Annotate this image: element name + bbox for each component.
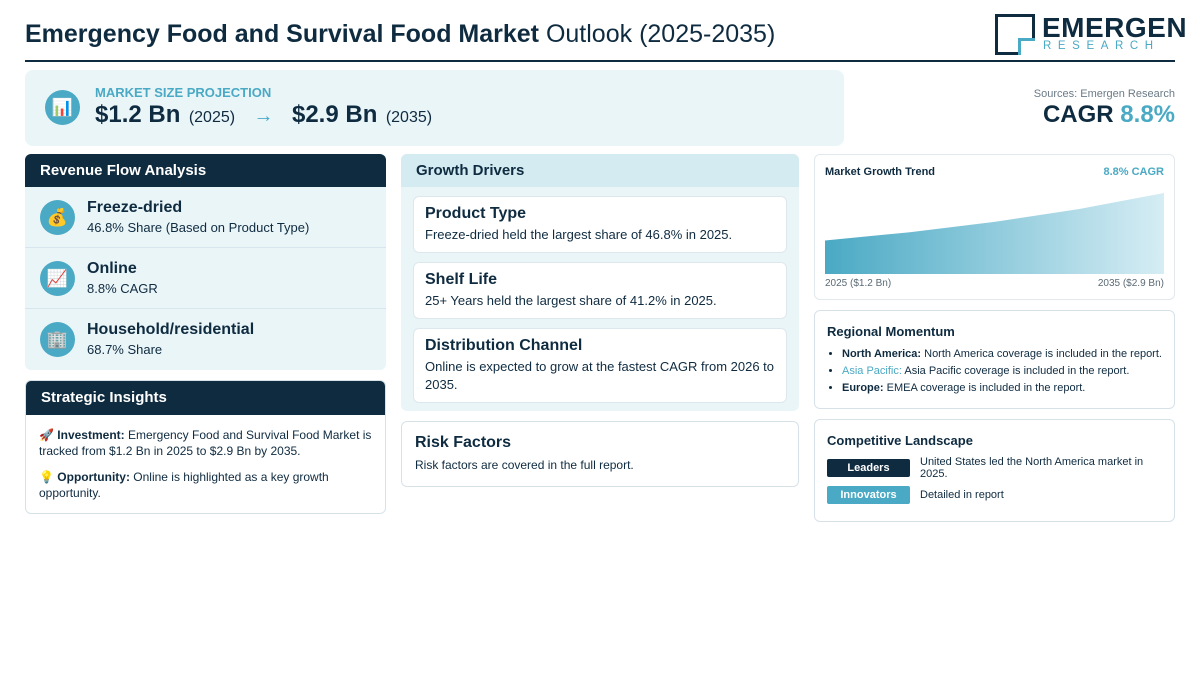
driver-card-text: 25+ Years held the largest share of 41.2… bbox=[425, 293, 717, 308]
arrow-right-icon: → bbox=[253, 105, 274, 127]
chart-title: Market Growth Trend bbox=[825, 166, 936, 178]
region-label: North America: bbox=[842, 348, 922, 360]
chart-cagr-badge: 8.8% CAGR bbox=[1103, 166, 1164, 178]
innovators-text: Detailed in report bbox=[920, 489, 1004, 501]
revenue-item-subtitle: 46.8% Share (Based on Product Type) bbox=[87, 220, 310, 235]
projection-start-year: (2025) bbox=[188, 109, 236, 126]
driver-card: Shelf Life 25+ Years held the largest sh… bbox=[413, 262, 787, 319]
chart-x-label-start: 2025 ($1.2 Bn) bbox=[825, 278, 892, 289]
building-icon: 🏢 bbox=[40, 322, 75, 357]
logo-name: EMERGEN bbox=[1042, 12, 1188, 43]
leaders-badge: Leaders bbox=[827, 459, 910, 477]
projection-end-year: (2035) bbox=[385, 109, 433, 126]
region-text: Asia Pacific coverage is included in the… bbox=[901, 365, 1130, 377]
trend-area bbox=[825, 193, 1164, 274]
opportunity-label: Opportunity: bbox=[57, 470, 130, 484]
opportunity-text: Online is highlighted as a key growth op… bbox=[39, 470, 329, 500]
region-label: Europe: bbox=[842, 382, 884, 394]
rocket-icon: 🚀 bbox=[39, 428, 54, 442]
driver-card-text: Freeze-dried held the largest share of 4… bbox=[425, 227, 733, 242]
strategic-insights-panel: Strategic Insights 🚀 Investment: Emergen… bbox=[25, 380, 386, 514]
lightbulb-icon: 💡 bbox=[39, 470, 54, 484]
cagr-label: CAGR bbox=[1042, 101, 1121, 128]
driver-card-title: Product Type bbox=[425, 205, 527, 222]
revenue-item-subtitle: 68.7% Share bbox=[87, 342, 163, 357]
revenue-flow-title: Revenue Flow Analysis bbox=[25, 154, 386, 187]
driver-card: Distribution Channel Online is expected … bbox=[413, 328, 787, 403]
growth-drivers-panel: Growth Drivers Product Type Freeze-dried… bbox=[401, 154, 799, 411]
cagr-headline: CAGR 8.8% bbox=[1043, 101, 1175, 129]
bar-chart-icon: 📊 bbox=[45, 90, 80, 125]
competitive-landscape-title: Competitive Landscape bbox=[827, 433, 973, 448]
page-header: Emergency Food and Survival Food Market … bbox=[25, 12, 1187, 62]
page-title: Emergency Food and Survival Food Market … bbox=[25, 20, 775, 49]
driver-card-text: Online is expected to grow at the fastes… bbox=[425, 359, 775, 392]
leaders-text: United States led the North America mark… bbox=[920, 456, 1144, 480]
projection-label: MARKET SIZE PROJECTION bbox=[95, 85, 272, 100]
list-item: Europe: EMEA coverage is included in the… bbox=[842, 382, 1162, 395]
emergen-logo: EMERGEN RESEARCH bbox=[995, 14, 1187, 56]
market-growth-trend-chart: Market Growth Trend 8.8% CAGR 2025 ($1.2… bbox=[814, 154, 1175, 300]
list-item: Asia Pacific: Asia Pacific coverage is i… bbox=[842, 365, 1162, 378]
trend-up-icon: 📈 bbox=[40, 261, 75, 296]
revenue-flow-panel: Revenue Flow Analysis 💰 Freeze-dried 46.… bbox=[25, 154, 386, 370]
region-text: EMEA coverage is included in the report. bbox=[883, 382, 1086, 394]
investment-label: Investment: bbox=[57, 428, 125, 442]
revenue-item-title: Online bbox=[87, 260, 137, 277]
risk-factors-panel: Risk Factors Risk factors are covered in… bbox=[401, 421, 799, 487]
page-title-bold: Emergency Food and Survival Food Market bbox=[25, 20, 540, 48]
cagr-value: 8.8% bbox=[1120, 101, 1175, 128]
money-bag-icon: 💰 bbox=[40, 200, 75, 235]
driver-card-title: Shelf Life bbox=[425, 271, 498, 288]
opportunity-insight: 💡 Opportunity: Online is highlighted as … bbox=[39, 469, 373, 501]
growth-drivers-title: Growth Drivers bbox=[401, 154, 799, 187]
region-label: Asia Pacific: bbox=[842, 365, 902, 377]
sources-text: Sources: Emergen Research bbox=[1033, 88, 1175, 100]
projection-values: $1.2 Bn (2025) → $2.9 Bn (2035) bbox=[95, 101, 432, 129]
driver-card-title: Distribution Channel bbox=[425, 337, 583, 354]
market-size-projection: 📊 MARKET SIZE PROJECTION $1.2 Bn (2025) … bbox=[25, 70, 844, 146]
region-text: North America coverage is included in th… bbox=[921, 348, 1162, 360]
competitive-landscape-panel: Competitive Landscape Leaders United Sta… bbox=[814, 419, 1175, 522]
logo-mark-icon bbox=[995, 14, 1035, 55]
projection-end-value: $2.9 Bn bbox=[291, 101, 378, 128]
risk-factors-title: Risk Factors bbox=[415, 434, 512, 451]
regional-momentum-panel: Regional Momentum North America: North A… bbox=[814, 310, 1175, 409]
revenue-item-title: Household/residential bbox=[87, 321, 255, 338]
revenue-item: 💰 Freeze-dried 46.8% Share (Based on Pro… bbox=[25, 187, 386, 248]
investment-insight: 🚀 Investment: Emergency Food and Surviva… bbox=[39, 427, 373, 459]
strategic-insights-title: Strategic Insights bbox=[26, 381, 385, 415]
investment-text: Emergency Food and Survival Food Market … bbox=[39, 428, 372, 458]
risk-factors-text: Risk factors are covered in the full rep… bbox=[415, 458, 634, 472]
driver-card: Product Type Freeze-dried held the large… bbox=[413, 196, 787, 253]
innovators-badge: Innovators bbox=[827, 486, 910, 504]
page-title-rest: Outlook (2025-2035) bbox=[539, 20, 776, 48]
revenue-item: 🏢 Household/residential 68.7% Share bbox=[25, 309, 386, 370]
revenue-item-title: Freeze-dried bbox=[87, 199, 183, 216]
revenue-item: 📈 Online 8.8% CAGR bbox=[25, 248, 386, 309]
regional-list: North America: North America coverage is… bbox=[842, 348, 1162, 399]
revenue-item-subtitle: 8.8% CAGR bbox=[87, 281, 158, 296]
chart-x-label-end: 2035 ($2.9 Bn) bbox=[1097, 278, 1164, 289]
trend-area-svg bbox=[825, 193, 1164, 274]
logo-subtitle: RESEARCH bbox=[1043, 40, 1160, 52]
projection-start-value: $1.2 Bn bbox=[95, 101, 181, 128]
regional-momentum-title: Regional Momentum bbox=[827, 324, 955, 339]
list-item: North America: North America coverage is… bbox=[842, 348, 1162, 361]
